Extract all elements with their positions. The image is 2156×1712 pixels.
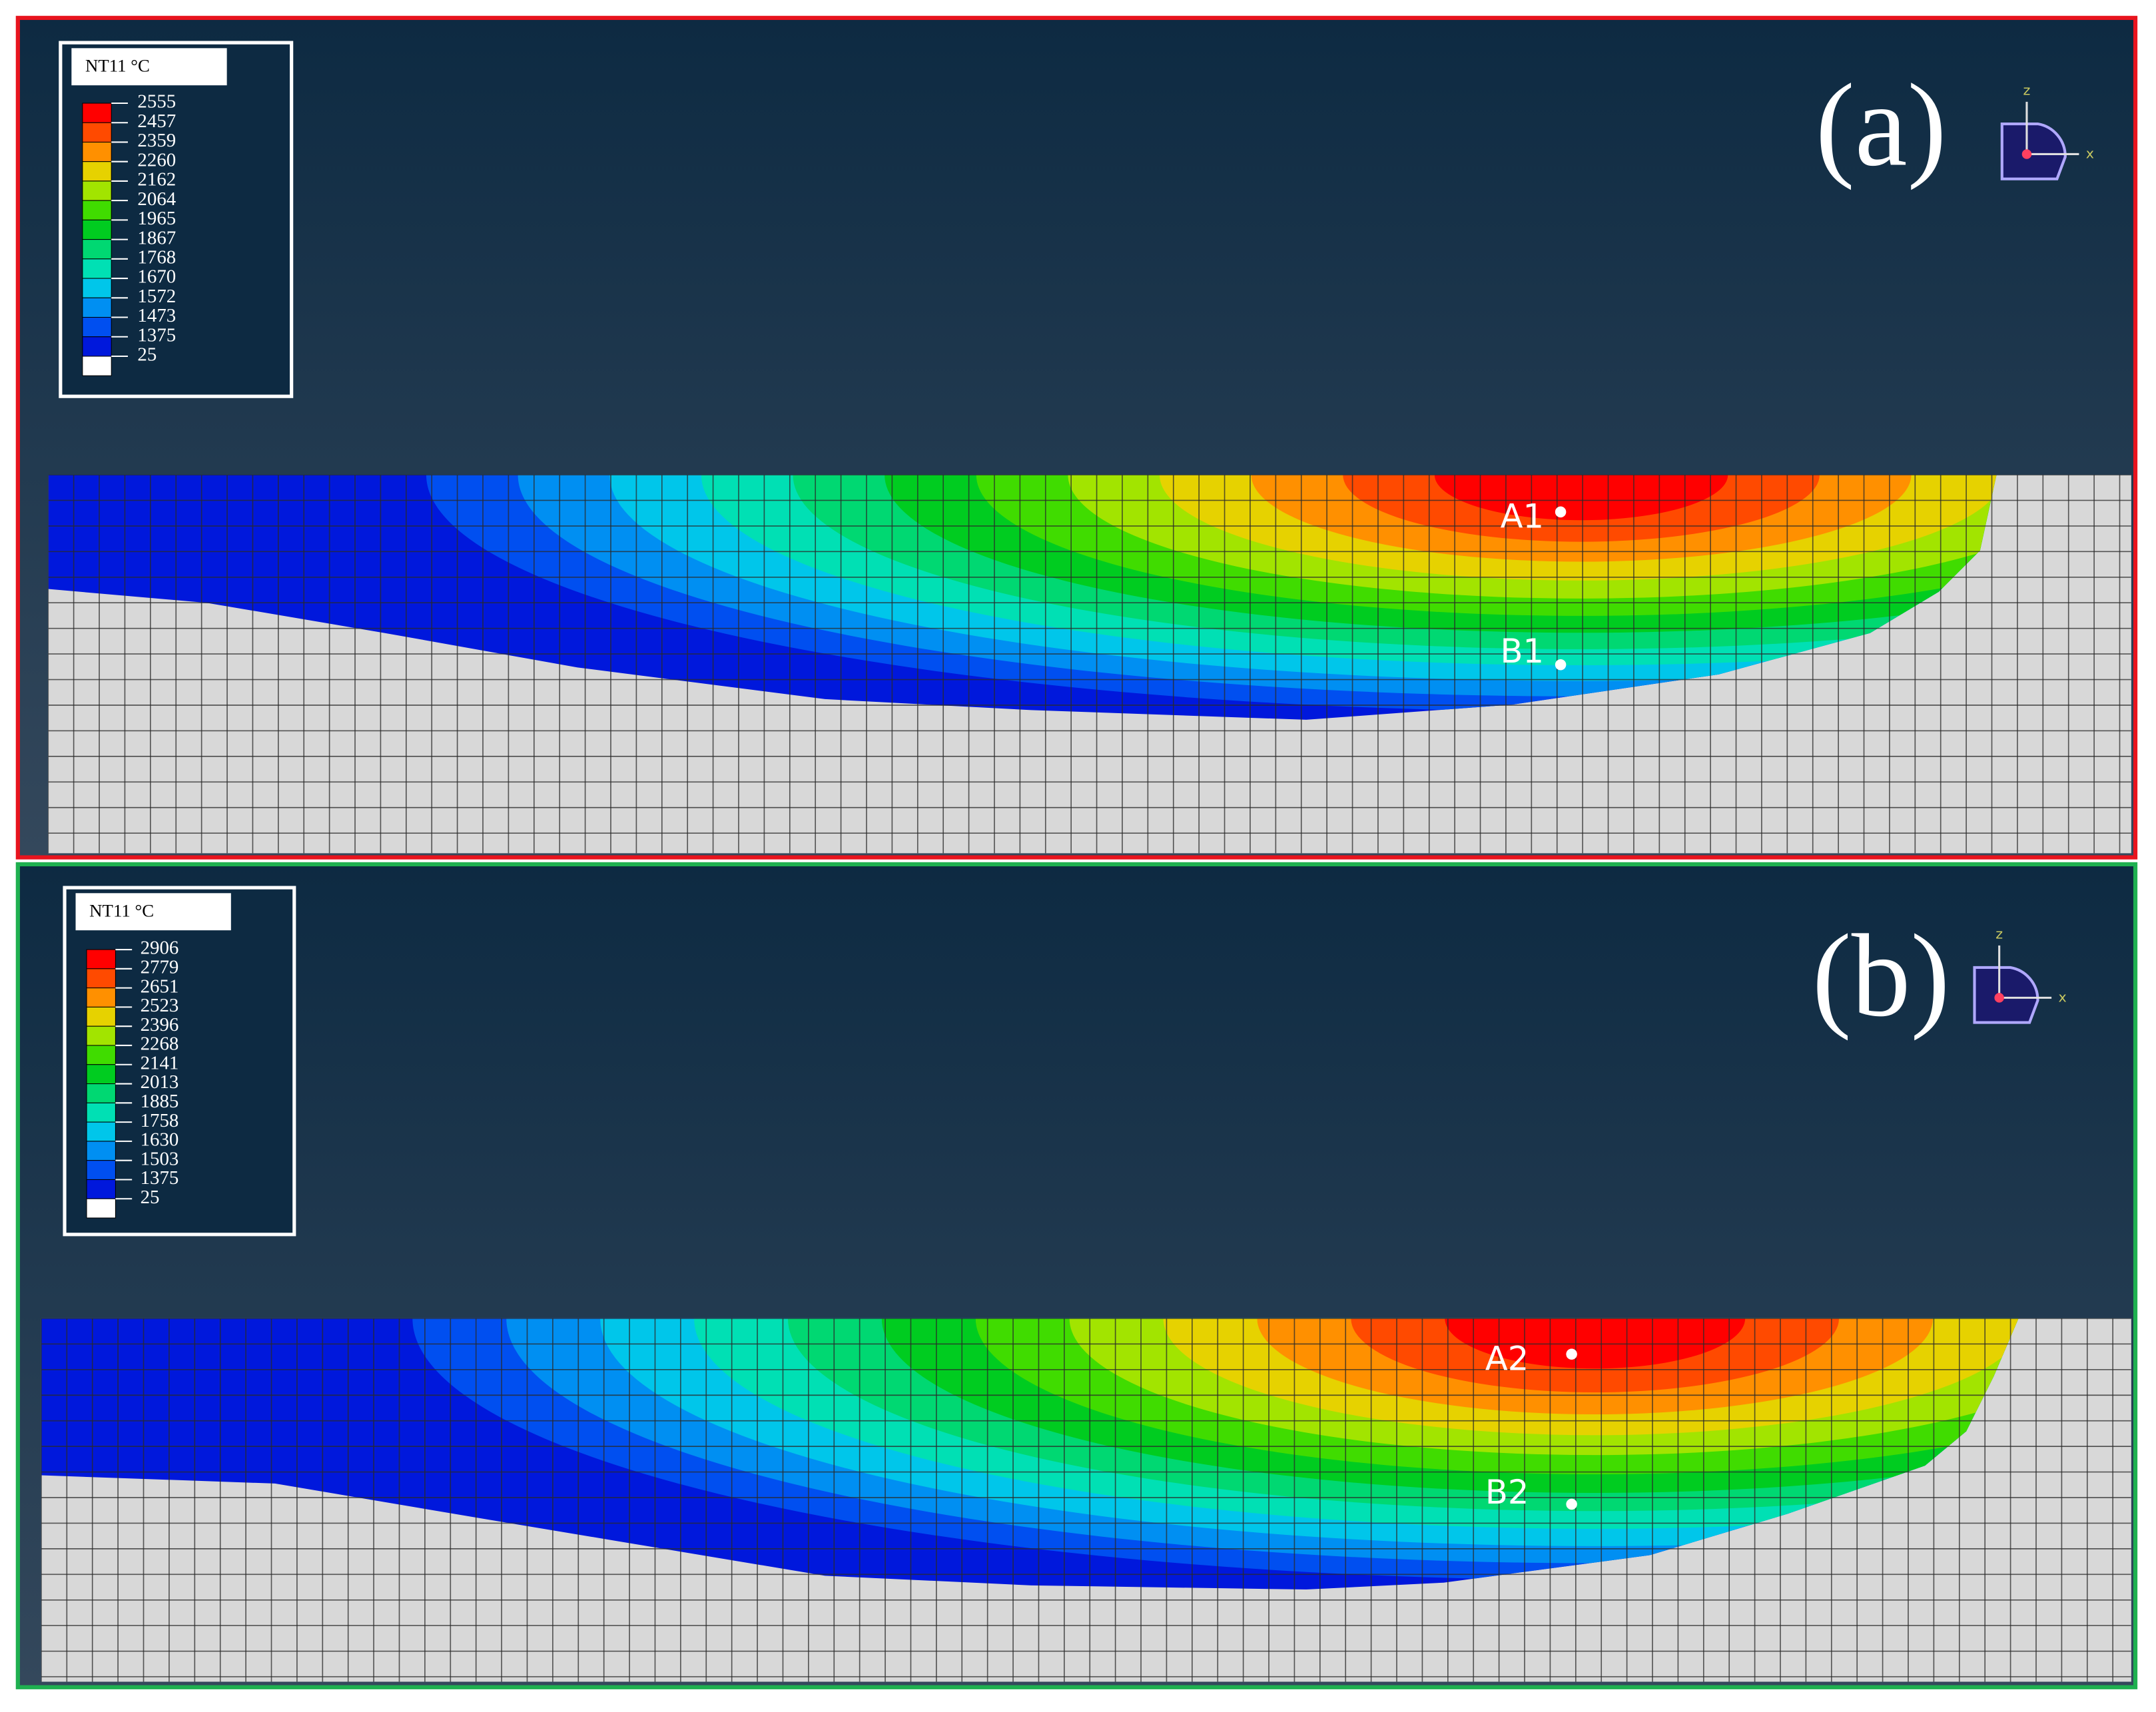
- legend-swatch: [86, 1179, 116, 1199]
- axis-label: x: [2086, 145, 2094, 161]
- legend-swatch: [86, 988, 116, 1007]
- triad-shape: [2000, 122, 2067, 180]
- legend-swatch: [86, 1121, 116, 1142]
- legend-swatch: [86, 1064, 116, 1085]
- legend-value: 2555: [137, 91, 176, 113]
- legend-swatch: [86, 1045, 116, 1065]
- legend-value: 2141: [141, 1052, 179, 1073]
- probe-point: [1555, 506, 1567, 518]
- triad-origin: [1994, 993, 2004, 1003]
- legend-swatch: [86, 968, 116, 989]
- probe-point: [1555, 659, 1567, 671]
- triad-origin: [2021, 149, 2032, 159]
- legend-swatch: [86, 1025, 116, 1046]
- legend-value: 2359: [137, 130, 176, 151]
- contour-band: [1434, 475, 1728, 521]
- legend-swatch: [82, 200, 112, 220]
- legend-swatch: [82, 219, 112, 240]
- probe-label: A2: [1485, 1339, 1529, 1378]
- panel-frame: [15, 862, 2138, 1689]
- legend-value: 1572: [137, 286, 176, 307]
- legend-swatch: [82, 297, 112, 318]
- legend-value: 1965: [137, 208, 176, 229]
- triad-shape: [1973, 966, 2039, 1024]
- axis-label: z: [2023, 82, 2031, 98]
- legend-swatch: [82, 161, 112, 182]
- legend-value: 2013: [141, 1071, 179, 1093]
- legend-swatch: [86, 1198, 116, 1219]
- legend-value: 2396: [141, 1014, 179, 1035]
- legend-value: 2268: [141, 1033, 179, 1055]
- legend-value: 2651: [141, 976, 179, 997]
- axis-label: z: [1995, 926, 2003, 942]
- legend-value: 2906: [141, 938, 179, 959]
- legend-value: 1473: [137, 305, 176, 326]
- legend-swatch: [86, 1160, 116, 1180]
- legend-value: 2523: [141, 995, 179, 1016]
- legend-swatch: [86, 1102, 116, 1123]
- legend-swatch: [82, 336, 112, 357]
- legend-value: 1375: [137, 324, 176, 346]
- legend-title: NT11 °C: [89, 900, 154, 920]
- legend-swatch: [86, 949, 116, 970]
- mesh-grid: [41, 1318, 2131, 1682]
- legend-swatch: [82, 239, 112, 260]
- panel: NT11 °C290627792651252323962268214120131…: [15, 862, 2138, 1689]
- legend-value: 1885: [141, 1091, 179, 1112]
- legend-value: 2064: [137, 188, 176, 210]
- legend-swatch: [86, 1006, 116, 1027]
- legend-swatch: [86, 1141, 116, 1161]
- panel-label: (a): [1816, 60, 1947, 190]
- legend-swatch: [82, 278, 112, 298]
- legend-swatch: [82, 180, 112, 201]
- panel-label: (b): [1812, 911, 1950, 1041]
- axis-label: x: [2059, 989, 2067, 1005]
- legend-value: 1503: [141, 1148, 179, 1169]
- legend-value: 2162: [137, 169, 176, 190]
- legend-swatch: [82, 141, 112, 162]
- mesh-grid: [48, 475, 2131, 854]
- panel-frame: [15, 15, 2138, 860]
- legend-swatch: [86, 1083, 116, 1103]
- legend-value: 1670: [137, 266, 176, 288]
- legend-value: 1768: [137, 246, 176, 268]
- probe-label: B2: [1485, 1473, 1529, 1512]
- probe-point: [1566, 1498, 1577, 1510]
- panel: NT11 °C255524572359226021622064196518671…: [15, 15, 2138, 860]
- probe-point: [1566, 1348, 1577, 1360]
- legend-swatch: [82, 356, 112, 376]
- legend-value: 2260: [137, 149, 176, 170]
- legend-swatch: [82, 122, 112, 143]
- legend-value: 1630: [141, 1129, 179, 1151]
- legend-value: 1867: [137, 227, 176, 248]
- legend-value: 2457: [137, 111, 176, 132]
- legend-value: 1758: [141, 1110, 179, 1131]
- legend-value: 25: [141, 1187, 160, 1208]
- legend-title-box: [71, 48, 227, 86]
- legend-title: NT11 °C: [85, 55, 150, 75]
- probe-label: A1: [1501, 497, 1544, 536]
- legend-swatch: [82, 258, 112, 279]
- legend-swatch: [82, 103, 112, 123]
- legend-value: 25: [137, 344, 157, 366]
- probe-label: B1: [1501, 632, 1545, 671]
- legend-swatch: [82, 317, 112, 338]
- legend-value: 1375: [141, 1167, 179, 1189]
- legend-value: 2779: [141, 956, 179, 978]
- legend-title-box: [75, 893, 231, 931]
